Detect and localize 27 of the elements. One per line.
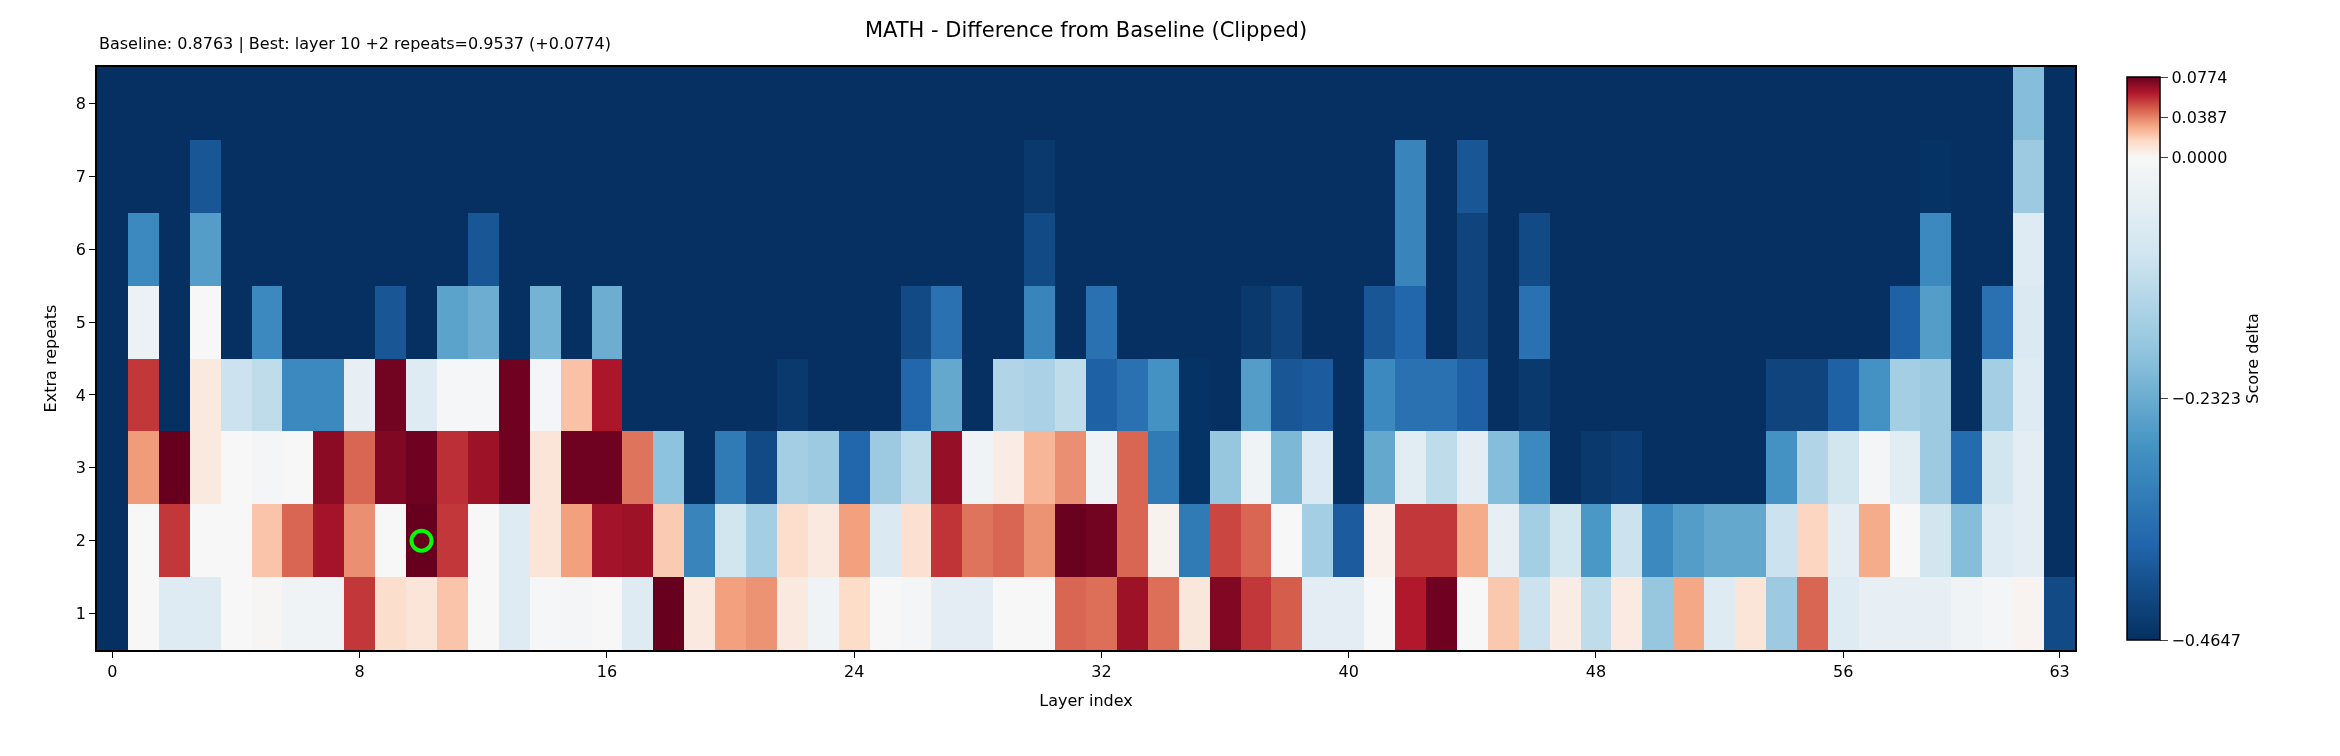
- text: Baseline: 0.8763 | Best: layer 10 +2 repeats=0.9537 (+0.0774): [99, 34, 611, 53]
- y-tick-label: 3: [75, 458, 87, 478]
- x-tick-label: 32: [1091, 661, 1112, 681]
- x-tick-label: 63: [2049, 661, 2070, 681]
- y-tick-label: 5: [75, 312, 87, 332]
- y-tick-label: 8: [75, 94, 87, 114]
- y-tick-label: 2: [75, 531, 87, 551]
- y-tick-label: 7: [75, 166, 87, 186]
- x-axis-title: Layer index: [1039, 691, 1133, 711]
- y-axis-title: Extra repeats: [41, 304, 61, 413]
- x-tick-label: 24: [844, 661, 865, 681]
- color-bar-label: −0.2323: [2171, 389, 2241, 409]
- y-tick-label: 1: [75, 604, 87, 624]
- x-tick-label: 48: [1585, 661, 1607, 681]
- color-bar-label: 0.0774: [2171, 67, 2228, 87]
- x-tick-label: 8: [354, 661, 365, 681]
- x-tick-label: 40: [1338, 661, 1359, 681]
- color-bar-label: 0.0387: [2171, 107, 2228, 127]
- x-tick-label: 0: [107, 661, 118, 681]
- x-tick-label: 16: [596, 661, 618, 681]
- y-tick-label: 6: [75, 239, 87, 259]
- color-bar-label: 0.0000: [2171, 147, 2228, 167]
- x-tick-label: 56: [1833, 661, 1854, 681]
- color-bar-title: Score delta: [2242, 313, 2262, 404]
- y-tick-label: 4: [75, 385, 87, 405]
- chart-title: MATH - Difference from Baseline (Clipped): [864, 18, 1308, 43]
- color-bar-label: −0.4647: [2171, 630, 2241, 650]
